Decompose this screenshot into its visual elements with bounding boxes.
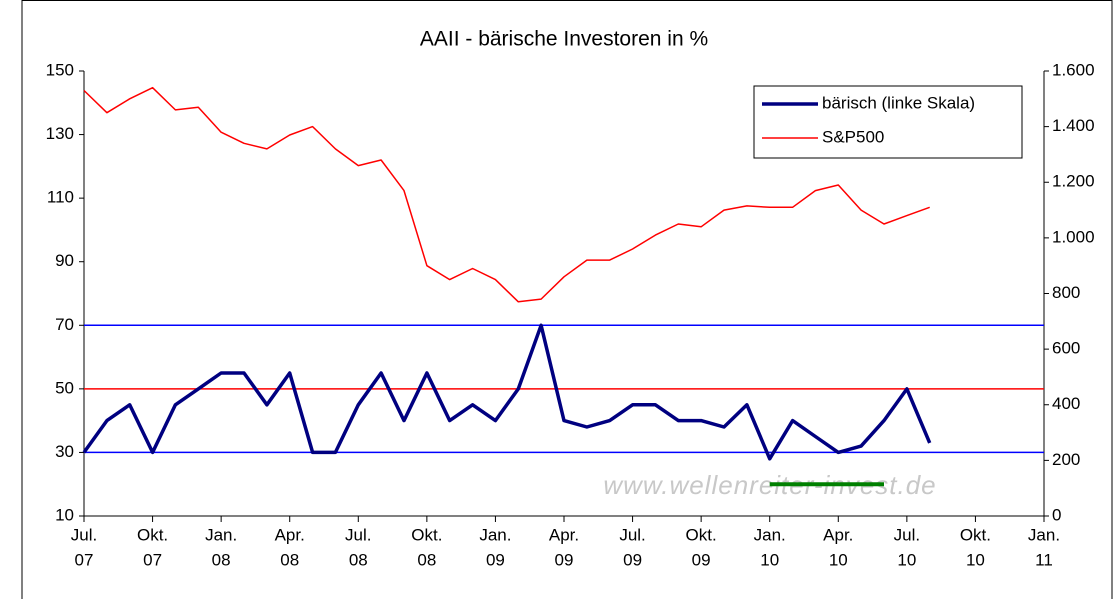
x-tick-label: Jul. bbox=[345, 525, 371, 544]
y2-tick-label: 1.200 bbox=[1052, 172, 1095, 191]
x-tick-label: 10 bbox=[966, 550, 985, 569]
x-tick-label: Okt. bbox=[411, 525, 442, 544]
y2-tick-label: 200 bbox=[1052, 450, 1080, 469]
y-tick-label: 130 bbox=[46, 124, 74, 143]
x-tick-label: Jul. bbox=[894, 525, 920, 544]
y2-tick-label: 1.400 bbox=[1052, 116, 1095, 135]
y2-tick-label: 0 bbox=[1052, 505, 1061, 524]
y-tick-label: 50 bbox=[55, 378, 74, 397]
x-tick-label: 08 bbox=[349, 550, 368, 569]
x-tick-label: Okt. bbox=[686, 525, 717, 544]
x-tick-label: Jan. bbox=[205, 525, 237, 544]
x-tick-label: 09 bbox=[555, 550, 574, 569]
y2-tick-label: 400 bbox=[1052, 394, 1080, 413]
y-tick-label: 90 bbox=[55, 251, 74, 270]
x-tick-label: Apr. bbox=[823, 525, 853, 544]
series-line bbox=[83, 86, 930, 303]
x-tick-label: 07 bbox=[75, 550, 94, 569]
x-tick-label: Jul. bbox=[619, 525, 645, 544]
y2-tick-label: 1.600 bbox=[1052, 60, 1095, 79]
x-tick-label: Jan. bbox=[479, 525, 511, 544]
y2-tick-label: 600 bbox=[1052, 339, 1080, 358]
x-tick-label: 10 bbox=[897, 550, 916, 569]
y-tick-label: 110 bbox=[47, 188, 74, 207]
x-tick-label: Okt. bbox=[137, 525, 168, 544]
x-tick-label: 08 bbox=[417, 550, 436, 569]
y-tick-label: 30 bbox=[55, 442, 74, 461]
legend-label: S&P500 bbox=[822, 127, 884, 146]
x-tick-label: 10 bbox=[760, 550, 779, 569]
legend-label: bärisch (linke Skala) bbox=[822, 93, 975, 112]
x-tick-label: Apr. bbox=[549, 525, 579, 544]
y2-tick-label: 800 bbox=[1052, 283, 1080, 302]
x-tick-label: Jan. bbox=[754, 525, 786, 544]
x-tick-label: 08 bbox=[280, 550, 299, 569]
x-tick-label: 11 bbox=[1035, 550, 1053, 569]
x-tick-label: 09 bbox=[623, 550, 642, 569]
x-tick-label: 07 bbox=[143, 550, 162, 569]
legend-box bbox=[753, 85, 1023, 159]
x-tick-label: 10 bbox=[829, 550, 848, 569]
x-tick-label: Okt. bbox=[960, 525, 991, 544]
chart-title: AAII - bärische Investoren in % bbox=[420, 28, 708, 51]
y-tick-label: 70 bbox=[55, 315, 74, 334]
series-line bbox=[82, 323, 932, 461]
x-tick-label: 09 bbox=[692, 550, 711, 569]
y-tick-label: 150 bbox=[46, 60, 74, 79]
x-tick-label: Apr. bbox=[275, 525, 305, 544]
x-tick-label: Jul. bbox=[71, 525, 97, 544]
y-tick-label: 10 bbox=[55, 505, 74, 524]
y2-tick-label: 1.000 bbox=[1052, 227, 1095, 246]
x-tick-label: 08 bbox=[212, 550, 231, 569]
x-tick-label: Jan. bbox=[1028, 525, 1060, 544]
x-tick-label: 09 bbox=[486, 550, 505, 569]
